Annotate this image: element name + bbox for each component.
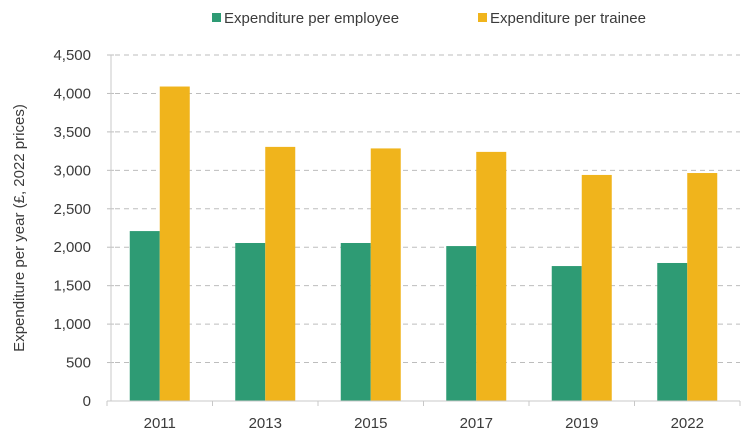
y-tick-label: 2,500 [53, 201, 91, 218]
legend-swatch [212, 13, 221, 22]
y-tick-label: 0 [83, 393, 91, 410]
bar-expenditure-per-trainee-2013 [265, 146, 296, 401]
y-tick-label: 4,000 [53, 85, 91, 102]
y-tick-label: 500 [66, 355, 91, 372]
y-tick-label: 1,500 [53, 278, 91, 295]
y-tick-label: 4,500 [53, 47, 91, 64]
y-axis-label: Expenditure per year (£, 2022 prices) [11, 104, 28, 352]
y-tick-label: 3,500 [53, 124, 91, 141]
bar-expenditure-per-trainee-2015 [370, 148, 401, 401]
x-tick-label: 2017 [460, 415, 493, 432]
y-tick-label: 2,000 [53, 239, 91, 256]
bar-expenditure-per-employee-2011 [129, 231, 160, 401]
legend: Expenditure per employee Expenditure per … [212, 10, 646, 27]
x-axis-ticks: 2011 2013 2015 2017 2019 2022 [144, 415, 704, 432]
bar-expenditure-per-employee-2015 [340, 242, 371, 401]
y-tick-label: 3,000 [53, 162, 91, 179]
x-tick-label: 2022 [671, 415, 704, 432]
y-tick-label: 1,000 [53, 316, 91, 333]
x-tick-label: 2015 [354, 415, 387, 432]
bar-expenditure-per-trainee-2019 [581, 174, 612, 401]
x-tick-label: 2019 [565, 415, 598, 432]
bar-expenditure-per-employee-2019 [551, 266, 582, 401]
bar-expenditure-per-employee-2022 [657, 262, 688, 401]
axes [106, 55, 741, 406]
bar-expenditure-per-trainee-2017 [476, 151, 507, 401]
x-tick-label: 2013 [249, 415, 282, 432]
bar-expenditure-per-employee-2017 [446, 246, 477, 401]
bars [129, 86, 718, 401]
bar-expenditure-per-employee-2013 [235, 242, 266, 401]
bar-expenditure-per-trainee-2011 [159, 86, 190, 401]
legend-label: Expenditure per employee [224, 10, 399, 27]
bar-expenditure-per-trainee-2022 [687, 173, 718, 401]
x-tick-label: 2011 [144, 415, 176, 432]
legend-swatch [478, 13, 487, 22]
gridlines [107, 54, 740, 402]
legend-label: Expenditure per trainee [490, 10, 646, 27]
y-axis-ticks: 0 500 1,000 1,500 2,000 2,500 3,000 3,500 4,000 4… [53, 47, 91, 410]
